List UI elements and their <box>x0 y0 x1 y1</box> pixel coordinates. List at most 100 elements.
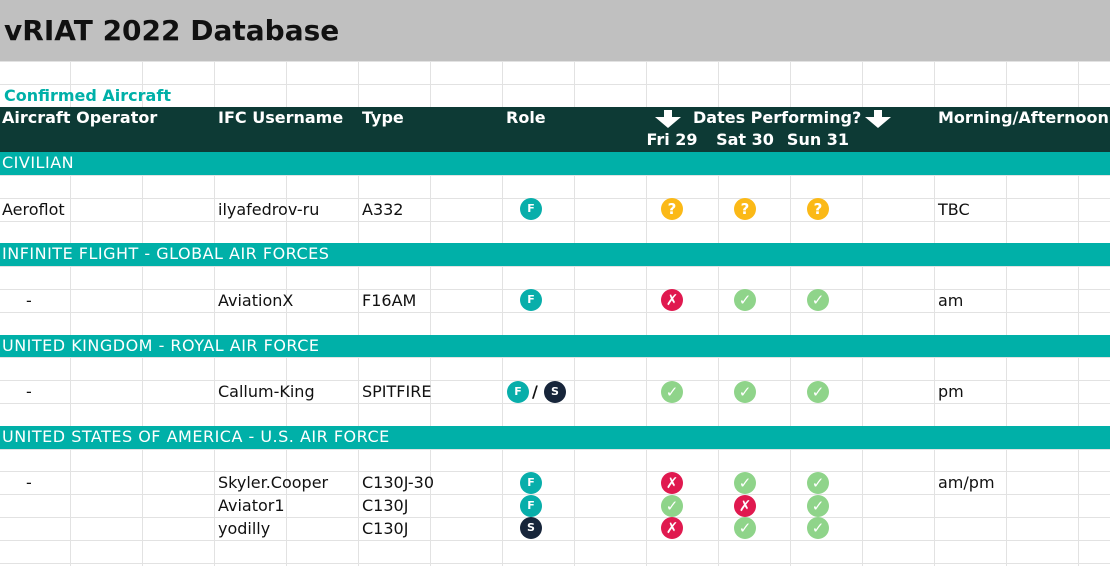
status-icon: ✓ <box>807 494 829 517</box>
grid-line <box>0 517 1110 518</box>
group-name: UNITED STATES OF AMERICA - U.S. AIR FORC… <box>2 426 390 446</box>
operator: - <box>26 291 32 310</box>
column-header: Morning/Afternoon <box>938 107 1109 127</box>
aircraft-type: A332 <box>362 199 404 219</box>
username: AviationX <box>218 291 294 310</box>
role-icon: S <box>520 517 542 540</box>
status-icon: ✗ <box>734 494 756 517</box>
grid-line <box>1078 61 1079 566</box>
date-header: Sat 30 <box>716 130 774 150</box>
status-icon: ✓ <box>807 289 829 312</box>
column-header: IFC Username <box>218 107 344 127</box>
grid-line <box>862 61 863 566</box>
title-bar <box>0 0 1110 61</box>
group-name: CIVILIAN <box>2 153 75 173</box>
column-header: Role <box>506 107 546 127</box>
date-header: Sun 31 <box>786 130 850 150</box>
username: ilyafedrov-ru <box>218 199 320 219</box>
role-icon: F <box>520 494 542 517</box>
group-name: INFINITE FLIGHT - GLOBAL AIR FORCES <box>2 244 330 264</box>
grid-line <box>718 61 719 566</box>
grid-line <box>0 539 1110 541</box>
status-icon: ✗ <box>661 471 683 494</box>
grid-line <box>0 289 1110 290</box>
role-icon: F <box>520 471 542 494</box>
header-band <box>0 106 1110 153</box>
grid-line <box>0 197 1110 199</box>
aircraft-type: SPITFIRE <box>362 382 432 402</box>
status-icon: ✗ <box>661 289 683 312</box>
role-icon: F <box>520 289 542 312</box>
grid-line <box>502 61 503 566</box>
grid-line <box>574 61 575 566</box>
grid-line <box>0 175 1110 176</box>
role-icon: F <box>520 198 542 221</box>
operator: Aeroflot <box>2 199 65 219</box>
group-band <box>0 152 1110 175</box>
time-slot: pm <box>938 382 964 402</box>
grid-line <box>1006 61 1007 566</box>
grid-line <box>0 83 1110 85</box>
role-separator: / <box>532 382 538 402</box>
grid-line <box>0 471 1110 473</box>
time-slot: am/pm <box>938 473 995 493</box>
status-icon: ✓ <box>734 380 756 403</box>
grid-line <box>0 494 1110 496</box>
username: Skyler.Cooper <box>218 473 329 493</box>
group-band <box>0 425 1110 449</box>
section-label: Confirmed Aircraft <box>4 85 171 105</box>
username: Callum-King <box>218 382 315 402</box>
arrow-icon <box>650 109 686 128</box>
grid-line <box>0 61 1110 62</box>
aircraft-type: C130J <box>362 496 409 516</box>
username: yodilly <box>218 519 271 538</box>
grid-line <box>0 266 1110 268</box>
grid-line <box>790 61 791 566</box>
grid-line <box>142 61 143 566</box>
status-icon: ✓ <box>661 494 683 517</box>
title: vRIAT 2022 Database <box>4 14 340 47</box>
grid-line <box>430 61 431 566</box>
column-header: Aircraft Operator <box>2 107 158 127</box>
status-icon: ✗ <box>661 517 683 540</box>
role-icon: F <box>507 380 529 403</box>
column-header: Dates Performing? <box>693 107 862 127</box>
status-icon: ✓ <box>807 380 829 403</box>
grid-line <box>0 311 1110 313</box>
grid-line <box>934 61 935 566</box>
grid-line <box>358 61 359 566</box>
group-band <box>0 334 1110 358</box>
status-icon: ✓ <box>807 471 829 494</box>
grid-line <box>646 61 647 566</box>
grid-line <box>70 61 71 566</box>
grid-line <box>0 403 1110 404</box>
aircraft-type: C130J-30 <box>362 473 434 493</box>
status-icon: ✓ <box>734 289 756 312</box>
date-header: Fri 29 <box>646 130 698 150</box>
grid-line <box>214 61 215 566</box>
operator: - <box>26 382 32 402</box>
status-icon: ✓ <box>734 517 756 540</box>
grid-line <box>286 61 287 566</box>
status-icon: ? <box>661 198 683 221</box>
operator: - <box>26 473 32 493</box>
group-name: UNITED KINGDOM - ROYAL AIR FORCE <box>2 335 320 355</box>
group-band <box>0 243 1110 267</box>
time-slot: am <box>938 291 964 310</box>
grid-line <box>0 357 1110 359</box>
grid-line <box>0 220 1110 222</box>
time-slot: TBC <box>938 199 970 219</box>
status-icon: ✓ <box>661 380 683 403</box>
username: Aviator1 <box>218 496 285 516</box>
grid-line <box>0 562 1110 564</box>
status-icon: ? <box>807 198 829 221</box>
column-header: Type <box>362 107 404 127</box>
aircraft-type: C130J <box>362 519 409 538</box>
status-icon: ✓ <box>734 471 756 494</box>
aircraft-type: F16AM <box>362 291 417 310</box>
status-icon: ✓ <box>807 517 829 540</box>
grid-line <box>0 448 1110 450</box>
role-icon: S <box>544 380 566 403</box>
arrow-icon <box>860 109 896 128</box>
